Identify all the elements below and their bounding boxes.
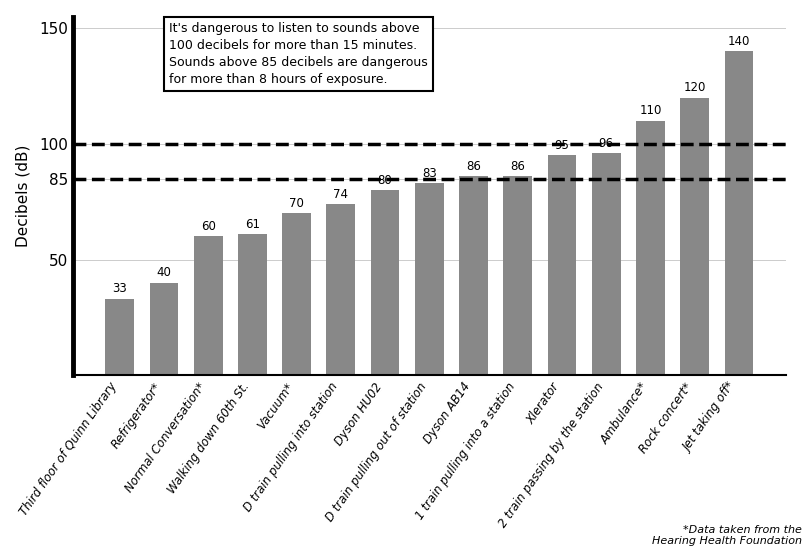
Bar — [371, 190, 399, 375]
Bar — [680, 98, 709, 375]
Y-axis label: Decibels (dB): Decibels (dB) — [16, 145, 31, 247]
Bar — [105, 299, 134, 375]
Bar — [150, 283, 178, 375]
Text: 120: 120 — [684, 81, 706, 94]
Text: 70: 70 — [289, 197, 304, 210]
Text: 74: 74 — [334, 188, 348, 200]
Text: 95: 95 — [555, 139, 569, 152]
Text: 86: 86 — [466, 160, 481, 173]
Bar — [503, 176, 532, 375]
Text: *Data taken from the
Hearing Health Foundation: *Data taken from the Hearing Health Foun… — [652, 525, 802, 546]
Text: 60: 60 — [201, 220, 215, 233]
Text: 40: 40 — [156, 266, 172, 279]
Bar — [194, 236, 223, 375]
Bar — [725, 51, 753, 375]
Bar — [459, 176, 488, 375]
Text: 80: 80 — [377, 174, 392, 187]
Bar — [592, 153, 620, 375]
Bar — [415, 183, 444, 375]
Bar — [636, 121, 665, 375]
Text: 61: 61 — [245, 217, 260, 231]
Text: 33: 33 — [113, 283, 127, 295]
Text: 83: 83 — [422, 167, 437, 180]
Text: 110: 110 — [639, 104, 662, 117]
Bar — [282, 213, 311, 375]
Bar — [548, 156, 577, 375]
Text: It's dangerous to listen to sounds above
100 decibels for more than 15 minutes.
: It's dangerous to listen to sounds above… — [169, 22, 428, 86]
Text: 96: 96 — [599, 137, 614, 150]
Bar — [326, 204, 356, 375]
Text: 86: 86 — [510, 160, 525, 173]
Bar — [238, 234, 266, 375]
Text: 140: 140 — [727, 35, 750, 48]
